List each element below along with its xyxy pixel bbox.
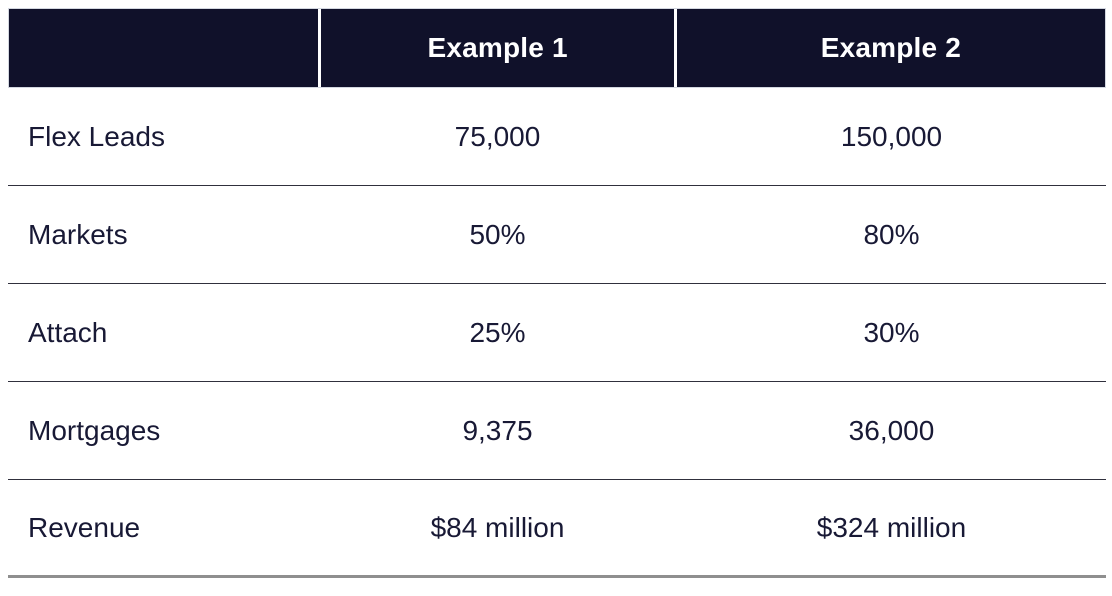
table-header-row: Example 1 Example 2 — [8, 8, 1106, 88]
column-header-blank — [9, 9, 319, 87]
table-row-flex-leads: Flex Leads 75,000 150,000 — [8, 88, 1106, 186]
table-row-mortgages: Mortgages 9,375 36,000 — [8, 382, 1106, 480]
table-cell: 25% — [469, 316, 526, 348]
table-cell: 36,000 — [848, 414, 935, 446]
table-cell: $324 million — [816, 511, 967, 543]
table-cell: 75,000 — [454, 120, 541, 152]
table-cell: $84 million — [430, 511, 565, 543]
metrics-table: Example 1 Example 2 Flex Leads 75,000 15… — [8, 8, 1106, 578]
table-cell: 150,000 — [840, 120, 943, 152]
table-row-revenue: Revenue $84 million $324 million — [8, 480, 1106, 578]
table-cell: 30% — [863, 316, 920, 348]
table-row-markets: Markets 50% 80% — [8, 186, 1106, 284]
row-label: Attach — [28, 316, 108, 348]
table-cell: 9,375 — [462, 414, 533, 446]
table-cell: 80% — [863, 218, 920, 250]
row-label: Mortgages — [28, 414, 161, 446]
row-label: Flex Leads — [28, 120, 165, 152]
row-label: Markets — [28, 218, 128, 250]
row-label: Revenue — [28, 511, 141, 543]
column-header-example-2: Example 2 — [676, 9, 1106, 87]
column-header-example-1: Example 1 — [321, 9, 674, 87]
table-cell: 50% — [469, 218, 526, 250]
table-row-attach: Attach 25% 30% — [8, 284, 1106, 382]
